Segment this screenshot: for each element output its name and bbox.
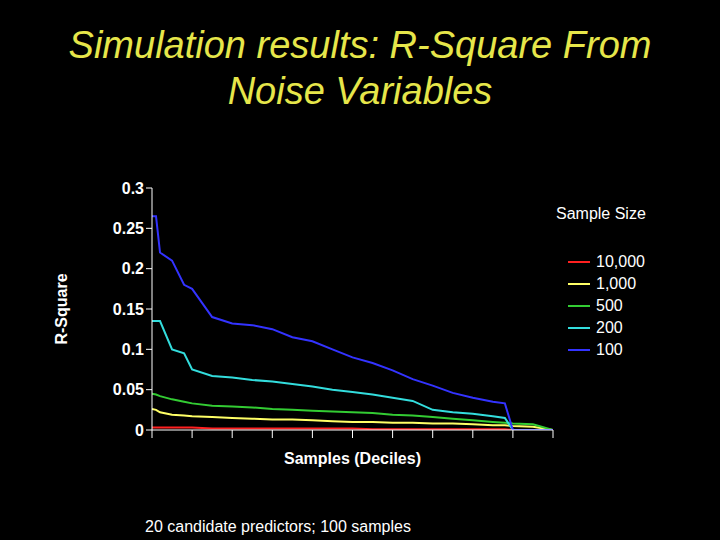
html-text:500: 500 xyxy=(596,297,623,314)
svg-text:0.2: 0.2 xyxy=(122,260,144,277)
html-text:R-Square: R-Square xyxy=(53,273,70,345)
html-text:20 candidate predictors; 100 s: 20 candidate predictors; 100 samples xyxy=(145,518,411,535)
html-text:200: 200 xyxy=(596,319,623,336)
html-text:10,000: 10,000 xyxy=(596,253,645,270)
html-text:1,000: 1,000 xyxy=(596,275,636,292)
svg-text:0.1: 0.1 xyxy=(122,341,144,358)
html-text:Sample Size: Sample Size xyxy=(556,205,646,222)
svg-text:0.15: 0.15 xyxy=(113,301,144,318)
svg-text:0.3: 0.3 xyxy=(122,180,144,197)
svg-text:0.25: 0.25 xyxy=(113,220,144,237)
svg-text:0: 0 xyxy=(135,422,144,439)
html-text:Simulation results: R-Square F: Simulation results: R-Square From Noise … xyxy=(68,24,652,112)
svg-text:0.05: 0.05 xyxy=(113,381,144,398)
html-text:Samples (Deciles): Samples (Deciles) xyxy=(284,450,421,467)
html-text:100: 100 xyxy=(596,341,623,358)
